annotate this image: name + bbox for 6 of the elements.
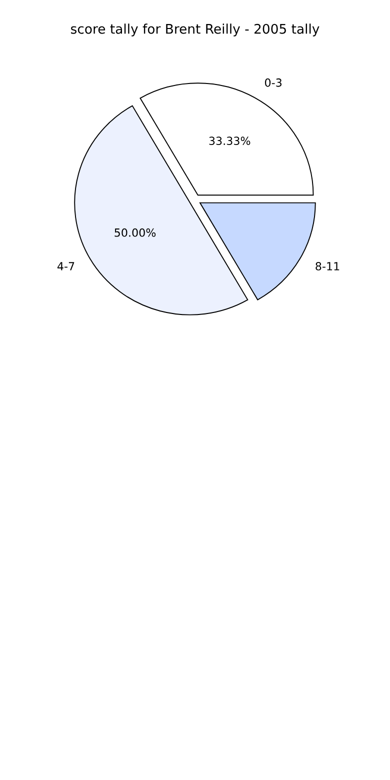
slice-label: 0-3 — [264, 78, 282, 87]
data-label: 50.00% — [114, 228, 156, 237]
chart-title: score tally for Brent Reilly - 2005 tally — [71, 24, 320, 36]
data-label: 33.33% — [209, 136, 250, 146]
slice-label: 8-11 — [316, 262, 340, 270]
slice-label: 4-7 — [57, 262, 74, 270]
